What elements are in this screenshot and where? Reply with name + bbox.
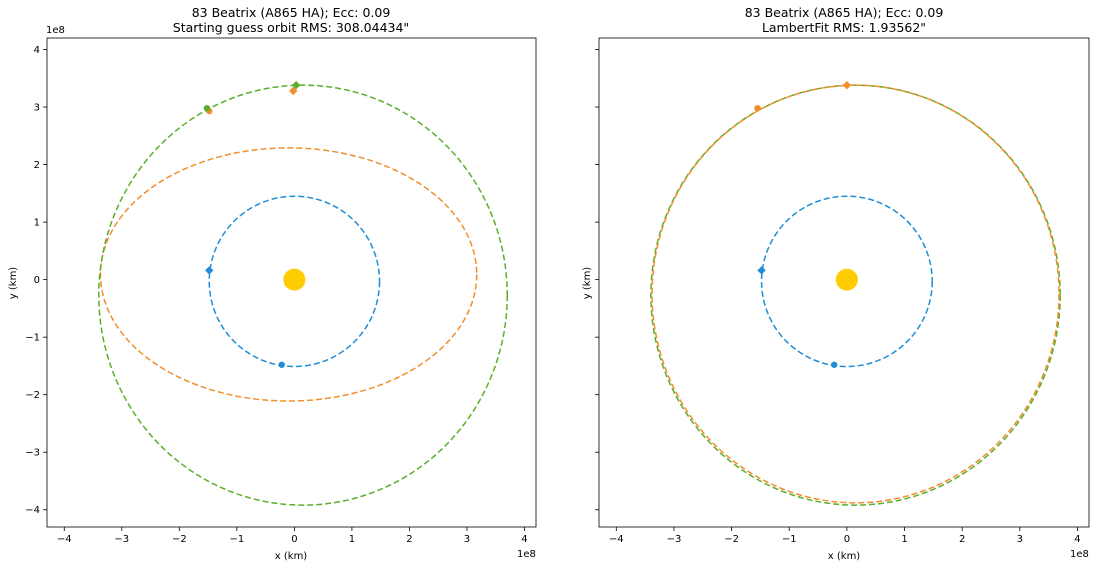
x-tick-label: −2 [724, 534, 739, 545]
right-y-axis-label: y (km) [582, 267, 593, 300]
y-tick-label: −1 [25, 333, 40, 344]
x-tick-label: 3 [1017, 534, 1023, 545]
position-circle-marker [831, 361, 838, 368]
position-diamond-marker [205, 266, 214, 275]
x-tick-label: 4 [521, 534, 527, 545]
x-tick-label: 2 [406, 534, 412, 545]
left-axis-multiplier: 1e8 [46, 25, 65, 36]
left-title-line1: 83 Beatrix (A865 HA); Ecc: 0.09 [192, 5, 391, 20]
left-subplot: 83 Beatrix (A865 HA); Ecc: 0.09 Starting… [8, 5, 537, 562]
x-tick-label: −1 [782, 534, 797, 545]
left-axis-multiplier-x: 1e8 [517, 549, 536, 560]
x-tick-label: 0 [844, 534, 850, 545]
right-subplot: 83 Beatrix (A865 HA); Ecc: 0.09 LambertF… [582, 5, 1090, 562]
left-ticks: −4 −3 −2 −1 0 1 2 3 4 −4 −3 −2 −1 0 1 2 3 4 [25, 45, 527, 545]
right-ticks: −4 −3 −2 −1 0 1 2 3 4 [595, 49, 1081, 545]
y-tick-label: 3 [34, 103, 40, 114]
x-tick-label: 2 [959, 534, 965, 545]
x-tick-label: 3 [464, 534, 470, 545]
left-x-axis-label: x (km) [275, 551, 308, 562]
x-tick-label: 0 [291, 534, 297, 545]
position-diamond-marker [757, 266, 766, 275]
left-y-axis-label: y (km) [8, 267, 19, 300]
orbit-path [98, 84, 508, 506]
right-x-axis-label: x (km) [828, 551, 861, 562]
right-plot-area [650, 80, 1061, 506]
position-circle-marker [278, 361, 285, 368]
x-tick-label: −4 [57, 534, 72, 545]
orbit-path [760, 195, 933, 368]
position-diamond-marker [289, 86, 298, 96]
position-circle-marker [203, 104, 211, 112]
x-tick-label: 1 [901, 534, 907, 545]
y-tick-label: 4 [34, 45, 40, 56]
x-tick-label: −3 [667, 534, 682, 545]
left-axes-frame [46, 37, 537, 528]
x-tick-label: −1 [229, 534, 244, 545]
right-axis-multiplier-x: 1e8 [1070, 549, 1089, 560]
orbit-path [208, 195, 381, 368]
y-tick-label: 2 [34, 160, 40, 171]
y-tick-label: −4 [25, 505, 40, 516]
y-tick-label: −3 [25, 448, 40, 459]
position-circle-marker [754, 104, 761, 112]
x-tick-label: 1 [349, 534, 355, 545]
x-tick-label: −3 [114, 534, 129, 545]
right-title-line2: LambertFit RMS: 1.93562" [762, 20, 926, 35]
position-diamond-marker [291, 80, 301, 90]
y-tick-label: 0 [34, 275, 40, 286]
sun-marker [835, 268, 858, 291]
y-tick-label: 1 [34, 218, 40, 229]
right-axes-frame [598, 37, 1090, 528]
y-tick-label: −2 [25, 390, 40, 401]
left-plot-area [98, 80, 508, 506]
orbit-path [651, 84, 1060, 504]
left-title-line2: Starting guess orbit RMS: 308.04434" [173, 20, 409, 35]
position-diamond-marker [842, 80, 852, 90]
x-tick-label: −2 [172, 534, 187, 545]
sun-marker [283, 268, 306, 291]
x-tick-label: −4 [609, 534, 624, 545]
right-title-line1: 83 Beatrix (A865 HA); Ecc: 0.09 [745, 5, 944, 20]
orbit-path [650, 84, 1061, 506]
x-tick-label: 4 [1074, 534, 1080, 545]
